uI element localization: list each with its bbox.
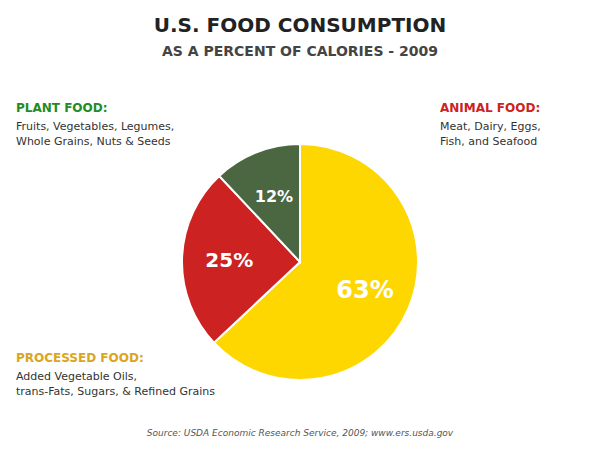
subtitle: AS A PERCENT OF CALORIES - 2009 (162, 43, 438, 59)
annotation: PLANT FOOD: Fruits, Vegetables, Legumes, W… (16, 101, 174, 148)
annotation-text: Meat, Dairy, Eggs, (440, 120, 541, 133)
annotation: PROCESSED FOOD: Added Vegetable Oils, tran… (16, 351, 215, 398)
data-label: 63% (336, 276, 393, 304)
slice (219, 144, 300, 262)
chart: U.S. FOOD CONSUMPTION AS A PERCENT OF CAL… (0, 0, 600, 450)
annotation-text: Whole Grains, Nuts & Seeds (16, 135, 171, 148)
annotation-label: PROCESSED FOOD: (16, 351, 144, 365)
annotation-text: Fruits, Vegetables, Legumes, (16, 120, 174, 133)
annotation-text: trans-Fats, Sugars, & Refined Grains (16, 385, 215, 398)
annotation: ANIMAL FOOD: Meat, Dairy, Eggs, Fish, and … (440, 101, 541, 148)
data-label: 25% (205, 248, 253, 272)
source: Source: USDA Economic Research Service, … (147, 428, 454, 438)
title: U.S. FOOD CONSUMPTION (154, 13, 446, 37)
pie (182, 144, 418, 380)
annotation-text: Fish, and Seafood (440, 135, 537, 148)
data-label: 12% (255, 187, 293, 206)
data-labels: 63% 25% 12% (205, 187, 393, 304)
annotation-label: ANIMAL FOOD: (440, 101, 540, 115)
annotation-text: Added Vegetable Oils, (16, 370, 137, 383)
annotation-label: PLANT FOOD: (16, 101, 108, 115)
slice (182, 176, 300, 343)
